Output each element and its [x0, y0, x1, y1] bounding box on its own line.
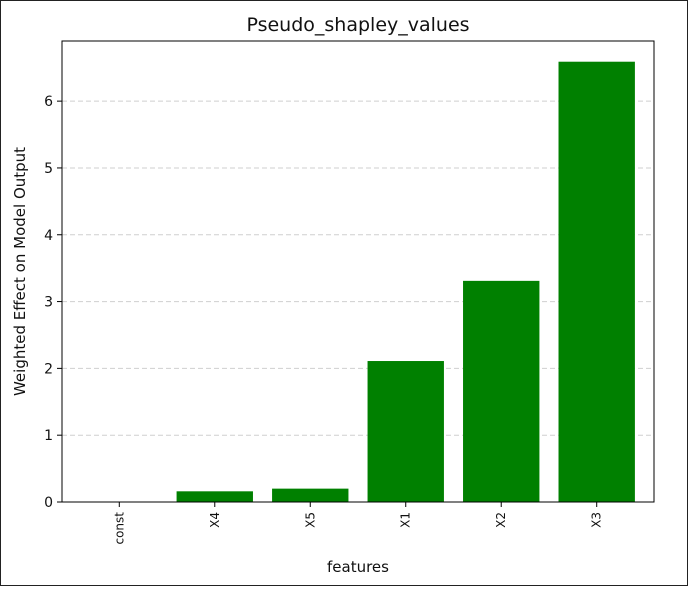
bar-x5 — [272, 488, 349, 502]
y-tick-label: 5 — [44, 161, 53, 177]
bar-x2 — [463, 280, 540, 502]
y-tick-label: 6 — [44, 94, 53, 110]
y-axis-label: Weighted Effect on Model Output — [11, 147, 29, 396]
plot-area-border — [61, 40, 655, 503]
bar-x4 — [176, 491, 253, 502]
x-tick-label: X4 — [208, 512, 222, 528]
x-tick-label: const — [112, 512, 126, 545]
grid-layer — [62, 100, 654, 436]
bar-x1 — [367, 361, 444, 502]
bar-x3 — [558, 61, 635, 502]
x-tick-label: X5 — [303, 512, 317, 528]
y-axis-ticks: 0 1 2 3 4 5 6 — [44, 94, 62, 511]
y-tick-label: 1 — [44, 428, 53, 444]
x-axis-label: features — [327, 558, 389, 576]
x-tick-label: X3 — [590, 512, 604, 528]
x-axis-ticks: const X4 X5 X1 X2 X3 — [112, 502, 604, 545]
chart-title: Pseudo_shapley_values — [246, 14, 469, 36]
y-tick-label: 3 — [44, 295, 53, 311]
y-tick-label: 0 — [44, 495, 53, 511]
y-tick-label: 2 — [44, 361, 53, 377]
bars-layer — [176, 61, 635, 502]
x-tick-label: X1 — [399, 512, 413, 528]
x-tick-label: X2 — [494, 512, 508, 528]
y-tick-label: 4 — [44, 228, 53, 244]
